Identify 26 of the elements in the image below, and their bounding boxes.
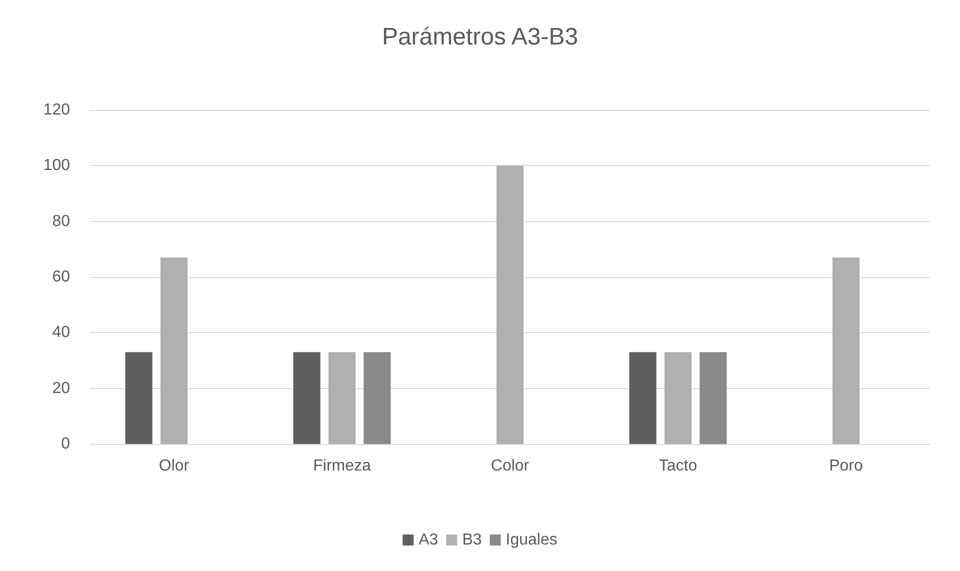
- x-tick-label: Color: [490, 458, 530, 474]
- legend-label: A3: [418, 532, 438, 548]
- bar: [293, 352, 320, 444]
- bar: [125, 352, 152, 444]
- chart-title: Parámetros A3-B3: [382, 24, 578, 50]
- bar: [700, 352, 727, 444]
- bar: [364, 352, 391, 444]
- y-tick-label: 20: [52, 380, 70, 397]
- y-tick-label: 80: [52, 212, 70, 230]
- bar: [496, 166, 524, 444]
- bar: [832, 258, 860, 444]
- y-tick-label: 120: [43, 102, 70, 118]
- y-tick-label: 60: [52, 268, 70, 286]
- y-tick-label: 0: [61, 436, 70, 452]
- legend-label: Iguales: [506, 532, 558, 548]
- x-tick-label: Olor: [158, 458, 190, 474]
- bar: [328, 352, 356, 444]
- y-tick-label: 100: [43, 157, 70, 174]
- bar: [664, 352, 692, 444]
- x-tick-label: Tacto: [658, 458, 698, 474]
- x-tick-label: Firmeza: [313, 458, 371, 474]
- y-tick-label: 40: [52, 324, 70, 342]
- bar: [160, 258, 188, 444]
- bar: [629, 352, 656, 444]
- x-tick-label: Poro: [829, 458, 863, 474]
- legend-label: B3: [462, 532, 482, 548]
